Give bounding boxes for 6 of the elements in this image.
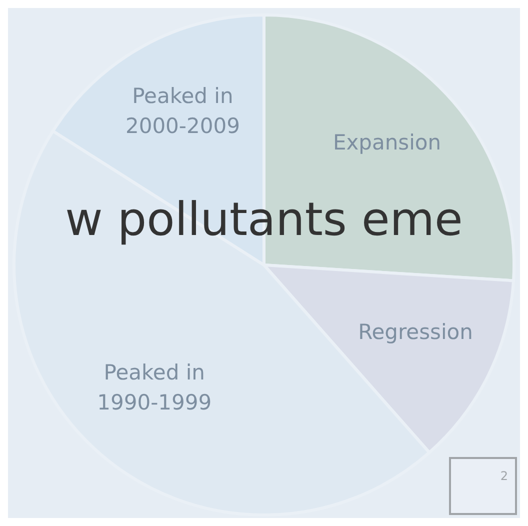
slice-label: Peaked in 1990-1999 <box>97 360 212 414</box>
slice-label: Expansion <box>332 130 442 154</box>
text: w pollutants eme <box>65 192 463 246</box>
slice-label: Peaked in 2000-2009 <box>125 84 240 138</box>
text: 2 <box>500 469 508 483</box>
slice-label: Regression <box>358 320 473 344</box>
